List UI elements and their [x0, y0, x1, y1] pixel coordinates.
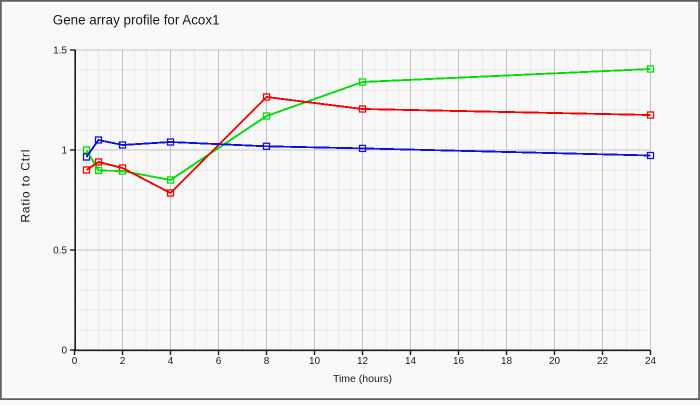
svg-text:0.5: 0.5 — [53, 246, 67, 257]
svg-text:2: 2 — [120, 356, 126, 367]
svg-text:1.5: 1.5 — [53, 46, 67, 57]
svg-text:24: 24 — [645, 356, 657, 367]
svg-text:18: 18 — [501, 356, 513, 367]
svg-text:0: 0 — [72, 356, 78, 367]
svg-text:0: 0 — [61, 346, 67, 357]
svg-text:4: 4 — [168, 356, 174, 367]
svg-text:20: 20 — [549, 356, 561, 367]
svg-text:Ratio to Ctrl: Ratio to Ctrl — [18, 149, 32, 223]
svg-text:16: 16 — [453, 356, 465, 367]
svg-text:Gene array profile for Acox1: Gene array profile for Acox1 — [53, 13, 220, 28]
svg-text:14: 14 — [405, 356, 417, 367]
svg-text:22: 22 — [597, 356, 609, 367]
svg-text:Time (hours): Time (hours) — [333, 373, 392, 385]
svg-text:12: 12 — [357, 356, 369, 367]
svg-text:8: 8 — [264, 356, 270, 367]
svg-text:10: 10 — [309, 356, 321, 367]
svg-text:1: 1 — [61, 146, 67, 157]
svg-text:6: 6 — [216, 356, 222, 367]
